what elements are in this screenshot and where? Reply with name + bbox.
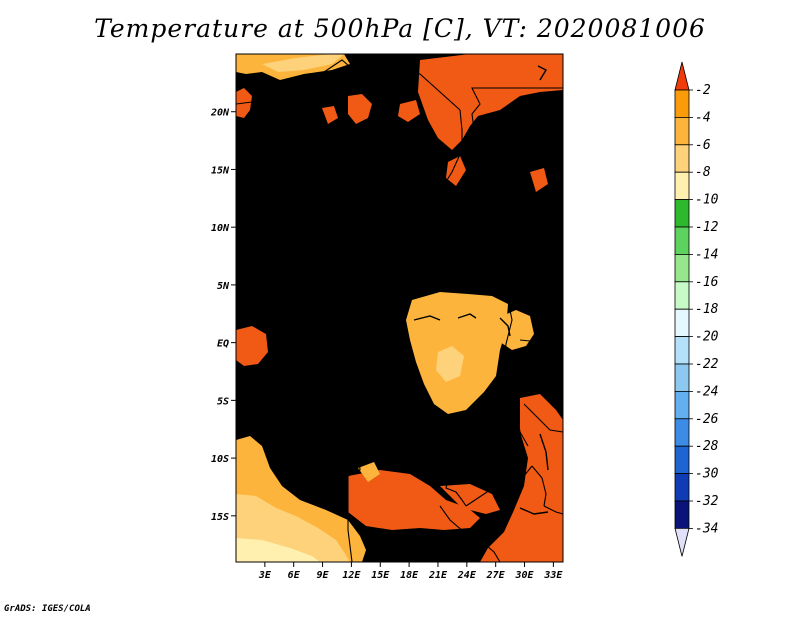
y-tick-label: 10N [211, 223, 230, 234]
y-axis-ticks: 20N 15N 10N 5N EQ 5S 10S 15S [210, 108, 236, 523]
x-tick-label: 24E [457, 570, 477, 581]
colorbar-swatch [674, 253, 690, 283]
chart-title: Temperature at 500hPa [C], VT: 202008100… [94, 14, 706, 43]
colorbar-swatch [674, 336, 690, 365]
colorbar-label: -32 [695, 494, 719, 509]
colorbar-swatch [674, 500, 690, 529]
x-tick-label: 9E [317, 570, 330, 581]
field-regions-minus10-to-minus12 [236, 538, 320, 562]
y-tick-label: 5S [217, 396, 229, 407]
field-regions-minus2-to-minus4 [236, 54, 563, 562]
y-tick-label: 15S [211, 512, 229, 523]
x-tick-label: 27E [486, 570, 506, 581]
x-tick-label: 21E [428, 570, 448, 581]
x-tick-label: 3E [258, 570, 272, 581]
colorbar-bottom-arrow [674, 528, 690, 557]
colorbar-swatch [674, 363, 690, 392]
colorbar-top-arrow [674, 61, 690, 91]
country-borders [236, 59, 563, 562]
x-tick-label: 15E [371, 570, 390, 581]
y-tick-label: 15N [211, 165, 230, 176]
colorbar-swatch [674, 144, 690, 173]
colorbar-label: -20 [695, 330, 719, 345]
colorbar-label: -18 [695, 302, 719, 317]
colorbar-label: -4 [695, 110, 711, 125]
colorbar-label: -8 [695, 165, 711, 180]
lakes-and-islands [295, 65, 549, 515]
y-tick-label: EQ [217, 339, 229, 350]
colorbar-swatch [674, 390, 690, 420]
colorbar-swatch [674, 473, 690, 502]
colorbar-label: -28 [695, 439, 719, 454]
colorbar-swatch [674, 308, 690, 338]
colorbar-label: -14 [695, 247, 718, 262]
colorbar-swatch [674, 445, 690, 475]
x-axis-ticks: 3E 6E 9E 12E 15E 18E 21E 24E 27E 30E 33E [258, 562, 563, 581]
x-tick-label: 18E [400, 570, 419, 581]
colorbar-label: -10 [695, 193, 719, 208]
colorbar-swatch [674, 171, 690, 200]
colorbar-swatch [674, 89, 690, 118]
x-tick-label: 30E [514, 570, 534, 581]
colorbar-swatch [674, 281, 690, 310]
colorbar-label: -30 [695, 467, 719, 482]
colorbar-label: -24 [695, 384, 718, 399]
grads-credit: GrADS: IGES/COLA [4, 604, 91, 614]
colorbar-swatch [674, 117, 690, 146]
colorbar-label: -26 [695, 412, 719, 427]
x-tick-label: 33E [543, 570, 563, 581]
colorbar-label: -22 [695, 357, 719, 372]
colorbar: -2 -4 -6 -8 -10 -12 -14 -16 -18 -20 -22 -24 -26 -28 -3… [674, 61, 719, 557]
colorbar-swatch [674, 226, 690, 255]
colorbar-label: -6 [695, 138, 711, 153]
x-tick-label: 12E [342, 570, 361, 581]
colorbar-label: -12 [695, 220, 719, 235]
y-tick-label: 10S [211, 454, 229, 465]
colorbar-label: -34 [695, 521, 718, 536]
y-tick-label: 5N [217, 281, 230, 292]
colorbar-swatch [674, 418, 690, 447]
colorbar-swatch [674, 199, 690, 228]
map-frame [235, 53, 564, 563]
y-tick-label: 20N [210, 108, 230, 119]
x-tick-label: 6E [288, 570, 301, 581]
colorbar-label: -2 [695, 83, 711, 98]
colorbar-label: -16 [695, 275, 719, 290]
temperature-field [236, 54, 563, 562]
